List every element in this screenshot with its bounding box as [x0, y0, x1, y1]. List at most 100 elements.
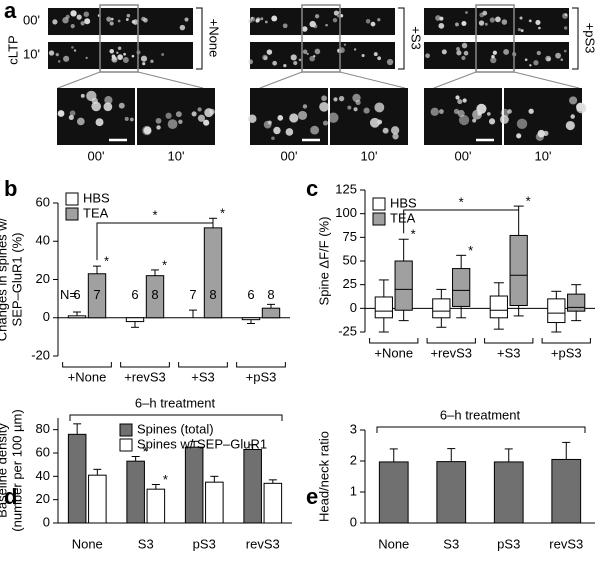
spine [361, 53, 365, 58]
y-axis-label: Spine ΔF/F (%) [316, 217, 331, 306]
spine [48, 50, 55, 56]
spine [91, 101, 102, 112]
category-bracket [236, 362, 286, 368]
spine [545, 55, 552, 62]
spine [456, 46, 460, 51]
x-tick-label: pS3 [193, 536, 216, 551]
spine [328, 112, 339, 123]
zoom-guide [339, 71, 406, 89]
spine [302, 104, 308, 109]
spine [256, 17, 261, 22]
spine [535, 132, 544, 141]
spine [516, 133, 522, 139]
n-label: 8 [209, 287, 216, 302]
significance: * [411, 227, 416, 242]
y-tick-label: 80 [36, 421, 50, 436]
spine [306, 52, 309, 55]
group-bracket [398, 7, 405, 70]
comparison-label: * [152, 207, 157, 222]
spine [363, 107, 370, 114]
spine [290, 54, 297, 61]
spine [472, 118, 477, 123]
spine [456, 50, 462, 56]
spine [55, 53, 59, 57]
spine [57, 110, 65, 117]
legend-label: HBS [83, 190, 110, 205]
box [432, 298, 451, 319]
spine [80, 21, 85, 26]
spine [109, 21, 114, 26]
spine [476, 103, 487, 114]
y-axis-label: SEP–GluR1 (%) [9, 233, 24, 327]
bar [493, 461, 524, 524]
spine [260, 17, 264, 21]
time-label: 00' [281, 148, 298, 163]
n-prefix: N= [60, 287, 77, 302]
spine [438, 22, 445, 29]
spine [373, 52, 378, 57]
spine [273, 126, 281, 135]
spine [73, 49, 77, 52]
panel-letter: b [4, 176, 17, 201]
spine [314, 14, 320, 19]
legend-swatch [65, 192, 79, 206]
x-tick-label: +pS3 [246, 369, 277, 384]
condition-label: cLTP [5, 35, 20, 64]
spine [271, 15, 278, 22]
n-label: 7 [189, 287, 196, 302]
treatment-label: 6–h treatment [440, 407, 521, 422]
spine [104, 96, 113, 105]
panel-letter: e [306, 484, 318, 509]
spine [520, 29, 524, 33]
spine [248, 114, 257, 123]
spine [325, 23, 328, 27]
spine [85, 56, 88, 60]
spine [503, 48, 510, 55]
spine [110, 17, 114, 21]
group-label: +pS3 [583, 23, 598, 54]
spine [76, 14, 82, 20]
micrograph [250, 42, 395, 69]
spine [248, 59, 254, 65]
spine [463, 50, 469, 56]
spine [528, 19, 532, 23]
spine [562, 13, 568, 19]
zoom-guide [433, 71, 477, 89]
spine [524, 58, 528, 62]
spine [309, 20, 316, 28]
y-tick-label: 20 [36, 271, 50, 286]
spine [271, 136, 275, 141]
group-bracket [572, 7, 579, 70]
category-bracket [120, 362, 170, 368]
spine [69, 110, 76, 117]
legend-swatch [372, 212, 386, 226]
box [489, 295, 508, 319]
micrograph [250, 8, 395, 35]
spine [529, 64, 532, 67]
spine [343, 43, 347, 46]
y-tick-label: 0 [350, 300, 357, 315]
legend-swatch [119, 438, 133, 452]
spine [489, 17, 495, 23]
spine [117, 46, 122, 50]
spine [150, 59, 154, 63]
spine [438, 109, 444, 114]
spine [80, 93, 85, 98]
spine [165, 112, 172, 119]
time-label: 00' [88, 148, 105, 163]
spine [95, 118, 104, 127]
spine [118, 102, 125, 109]
bar [203, 227, 223, 319]
spine [167, 119, 178, 130]
bar [436, 461, 467, 524]
spine [478, 20, 485, 26]
x-tick-label: revS3 [246, 536, 280, 551]
time-label: 00' [455, 148, 472, 163]
spine [266, 49, 273, 55]
spine [535, 19, 541, 26]
bar [551, 458, 582, 524]
spine [178, 119, 183, 124]
spine [302, 26, 308, 32]
box [452, 268, 471, 307]
